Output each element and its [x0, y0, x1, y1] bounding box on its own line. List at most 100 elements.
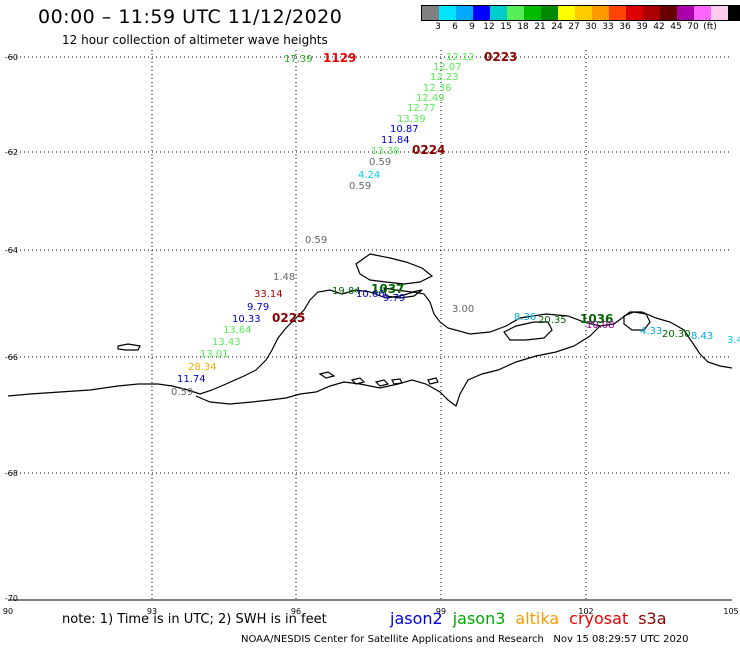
wave-height-label: 3.00 — [452, 304, 474, 315]
wave-height-label: 0.59 — [171, 387, 193, 398]
lon-label: 90 — [3, 607, 13, 616]
wave-height-label: 33.14 — [254, 289, 283, 300]
lat-label: -66 — [5, 353, 18, 362]
colorbar-label: 9 — [469, 22, 475, 32]
colorbar-swatches — [421, 5, 740, 21]
colorbar-swatch — [660, 6, 677, 20]
lon-label: 93 — [147, 607, 157, 616]
wave-height-label: 0.59 — [349, 181, 371, 192]
wave-height-label: 20.30 — [662, 329, 691, 340]
colorbar-label: 36 — [619, 22, 631, 32]
wave-height-label: 9.79 — [247, 302, 269, 313]
wave-height-labels: 17.39 1129 12.12 0223 12.0712.2312.3612.4912… — [171, 50, 740, 398]
legend-jason2: jason2 — [390, 609, 443, 628]
wave-height-label: 13.38 — [371, 146, 400, 157]
wave-height-label: 10.33 — [232, 314, 261, 325]
colorbar-swatch — [456, 6, 473, 20]
colorbar-label: 12 — [483, 22, 495, 32]
lat-label: -70 — [5, 594, 18, 603]
colorbar-labels: 3 6 9 12 15 18 21 24 27 30 33 36 39 42 45 70 (ft) — [421, 21, 740, 33]
colorbar-swatch — [626, 6, 643, 20]
colorbar-swatch — [473, 6, 490, 20]
pass-time-label: 1036 — [580, 312, 613, 326]
pass-time-label: 0223 — [484, 50, 517, 64]
colorbar-swatch — [575, 6, 592, 20]
coastline-inlet — [195, 325, 601, 407]
lat-label: -60 — [5, 53, 18, 62]
colorbar-label: 42 — [653, 22, 665, 32]
map-subtitle: 12 hour collection of altimeter wave hei… — [62, 33, 328, 47]
legend-s3a: s3a — [638, 609, 667, 628]
island-far-east — [623, 311, 651, 331]
wave-height-label: 4.24 — [358, 170, 380, 181]
wave-height-label: 1.48 — [273, 272, 295, 283]
colorbar-label: 39 — [636, 22, 648, 32]
colorbar-swatch — [541, 6, 558, 20]
wave-height-label: 9.79 — [383, 293, 405, 304]
colorbar-swatch — [694, 6, 711, 20]
wave-height-label: 8.43 — [691, 331, 713, 342]
island-west-small — [117, 343, 141, 351]
wave-height-label: 12.49 — [416, 93, 445, 104]
islet-3 — [374, 379, 390, 387]
pass-time-label: 1037 — [371, 282, 404, 296]
wave-height-label: 8.36 — [514, 312, 536, 323]
lat-label: -64 — [5, 246, 18, 255]
wave-height-label: 12.07 — [433, 62, 462, 73]
wave-height-label: 10.08 — [586, 320, 615, 331]
colorbar-label: 30 — [585, 22, 597, 32]
legend-jason3: jason3 — [452, 609, 506, 628]
wave-height-label: 12.12 — [446, 52, 475, 63]
wave-height-label: 12.77 — [407, 103, 436, 114]
legend-cryosat: cryosat — [569, 609, 629, 628]
colorbar: 3 6 9 12 15 18 21 24 27 30 33 36 39 42 45 70 (ft) — [421, 5, 740, 33]
wave-height-label: 13.64 — [223, 325, 252, 336]
footer-note: note: 1) Time is in UTC; 2) SWH is in fe… — [62, 612, 327, 627]
pass-time-label: 1129 — [323, 51, 356, 65]
colorbar-swatch — [507, 6, 524, 20]
lat-label: -68 — [5, 469, 18, 478]
colorbar-label: 33 — [602, 22, 614, 32]
lon-label: 105 — [723, 607, 738, 616]
lon-label: 96 — [291, 607, 301, 616]
colorbar-swatch — [558, 6, 575, 20]
colorbar-swatch — [643, 6, 660, 20]
graticule — [8, 50, 732, 600]
footer-credit: NOAA/NESDIS Center for Satellite Applica… — [241, 634, 689, 645]
colorbar-swatch — [592, 6, 609, 20]
wave-height-label: 10.87 — [390, 124, 419, 135]
islet-1 — [318, 371, 336, 379]
wave-height-label: 3.4 — [727, 335, 740, 346]
axis-labels: 90 93 96 99 102 105 -60 -62 -64 -66 -68 -70 — [3, 53, 739, 616]
wave-height-label: 0.59 — [369, 157, 391, 168]
colorbar-label: 70 — [687, 22, 699, 32]
colorbar-label: 6 — [452, 22, 458, 32]
colorbar-swatch — [439, 6, 456, 20]
pass-time-label: 0224 — [412, 143, 445, 157]
wave-height-label: 17.39 — [284, 54, 313, 65]
colorbar-swatch — [677, 6, 694, 20]
colorbar-label: 21 — [534, 22, 546, 32]
islet-5 — [427, 377, 439, 385]
satellite-legend: jason2 jason3 altika cryosat s3a — [390, 609, 677, 628]
wave-height-label: 28.34 — [188, 362, 217, 373]
island-ice-shelf — [355, 253, 434, 285]
wave-height-label: 10.66 — [356, 289, 385, 300]
colorbar-swatch — [524, 6, 541, 20]
pass-time-label: 0225 — [272, 311, 305, 325]
colorbar-label: 24 — [551, 22, 563, 32]
colorbar-swatch — [711, 6, 728, 20]
wave-height-label: 19.84 — [332, 286, 361, 297]
wave-height-label: 12.23 — [430, 72, 459, 83]
islet-2 — [350, 377, 366, 385]
island-bay-loop — [383, 287, 423, 299]
wave-height-label: 11.74 — [177, 374, 206, 385]
wave-height-label: 13.43 — [212, 337, 241, 348]
legend-altika: altika — [515, 609, 560, 628]
islet-4 — [391, 378, 403, 385]
colorbar-label: 18 — [517, 22, 529, 32]
wave-height-label: 13.01 — [200, 349, 229, 360]
colorbar-swatch — [422, 6, 439, 20]
wave-height-label: 12.36 — [423, 83, 452, 94]
colorbar-label: 15 — [500, 22, 512, 32]
